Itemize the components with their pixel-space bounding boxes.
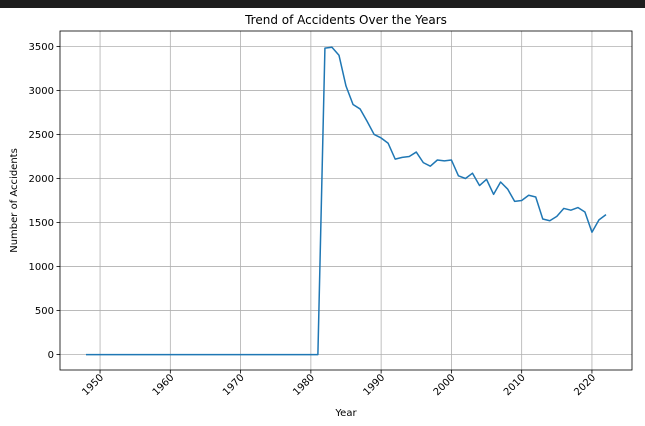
x-tick-label: 2020 bbox=[572, 372, 598, 398]
y-tick-label: 0 bbox=[48, 350, 54, 361]
x-tick-label: 1970 bbox=[221, 372, 247, 398]
x-tick-label: 2010 bbox=[502, 372, 528, 398]
chart-panel: 1950 1960 1970 1980 1990 2000 2010 2020 0 500 1000… bbox=[0, 8, 645, 426]
y-tick-label: 3500 bbox=[29, 42, 54, 53]
x-tick-label: 1990 bbox=[361, 372, 387, 398]
line-chart: 1950 1960 1970 1980 1990 2000 2010 2020 0 500 1000… bbox=[9, 13, 633, 419]
y-axis-label: Number of Accidents bbox=[9, 148, 20, 253]
y-tick-label: 1000 bbox=[29, 262, 54, 273]
axes-frame bbox=[59, 30, 633, 371]
x-tick-label: 1950 bbox=[80, 372, 106, 398]
series-layer bbox=[86, 46, 607, 356]
x-axis-label: Year bbox=[334, 408, 357, 419]
x-tick-label: 1980 bbox=[291, 372, 317, 398]
ticks: 1950 1960 1970 1980 1990 2000 2010 2020 0 500 1000… bbox=[29, 42, 599, 398]
y-tick-label: 2500 bbox=[29, 130, 54, 141]
x-tick-label: 2000 bbox=[432, 372, 458, 398]
chart-title: Trend of Accidents Over the Years bbox=[244, 13, 447, 27]
y-tick-label: 1500 bbox=[29, 218, 54, 229]
x-tick-label: 1960 bbox=[151, 372, 177, 398]
grid bbox=[60, 31, 632, 370]
y-tick-label: 2000 bbox=[29, 174, 54, 185]
series-line bbox=[86, 46, 607, 356]
y-tick-label: 3000 bbox=[29, 86, 54, 97]
y-tick-label: 500 bbox=[35, 306, 54, 317]
